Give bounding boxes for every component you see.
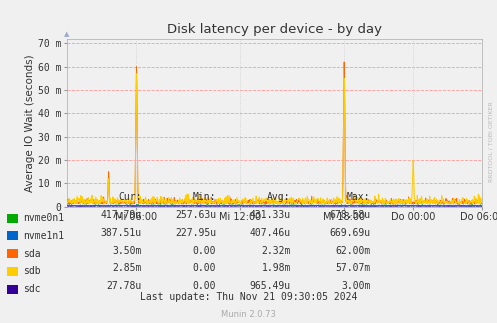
Y-axis label: Average IO Wait (seconds): Average IO Wait (seconds) <box>25 54 35 192</box>
Text: sdc: sdc <box>23 284 41 294</box>
Text: 227.95u: 227.95u <box>175 228 216 238</box>
Text: Cur:: Cur: <box>118 192 142 202</box>
Text: 2.85m: 2.85m <box>112 263 142 273</box>
Text: nvme1n1: nvme1n1 <box>23 231 65 241</box>
Text: RRDTOOL / TOBI OETIKER: RRDTOOL / TOBI OETIKER <box>489 102 494 182</box>
Text: 431.33u: 431.33u <box>249 210 291 220</box>
Text: 0.00: 0.00 <box>193 245 216 255</box>
Text: 3.50m: 3.50m <box>112 245 142 255</box>
Text: sdb: sdb <box>23 266 41 276</box>
Text: 387.51u: 387.51u <box>100 228 142 238</box>
Text: 407.46u: 407.46u <box>249 228 291 238</box>
Text: 678.58u: 678.58u <box>329 210 370 220</box>
Text: Min:: Min: <box>193 192 216 202</box>
Text: 257.63u: 257.63u <box>175 210 216 220</box>
Text: 0.00: 0.00 <box>193 281 216 291</box>
Title: Disk latency per device - by day: Disk latency per device - by day <box>167 23 382 36</box>
Text: Avg:: Avg: <box>267 192 291 202</box>
Text: 417.79u: 417.79u <box>100 210 142 220</box>
Text: 2.32m: 2.32m <box>261 245 291 255</box>
Text: ▲: ▲ <box>64 31 70 37</box>
Text: 3.00m: 3.00m <box>341 281 370 291</box>
Text: nvme0n1: nvme0n1 <box>23 213 65 223</box>
Text: Last update: Thu Nov 21 09:30:05 2024: Last update: Thu Nov 21 09:30:05 2024 <box>140 292 357 302</box>
Text: 669.69u: 669.69u <box>329 228 370 238</box>
Text: 0.00: 0.00 <box>193 263 216 273</box>
Text: Max:: Max: <box>347 192 370 202</box>
Text: 27.78u: 27.78u <box>106 281 142 291</box>
Text: Munin 2.0.73: Munin 2.0.73 <box>221 310 276 319</box>
Text: 62.00m: 62.00m <box>335 245 370 255</box>
Text: 965.49u: 965.49u <box>249 281 291 291</box>
Text: 57.07m: 57.07m <box>335 263 370 273</box>
Text: 1.98m: 1.98m <box>261 263 291 273</box>
Text: sda: sda <box>23 249 41 258</box>
